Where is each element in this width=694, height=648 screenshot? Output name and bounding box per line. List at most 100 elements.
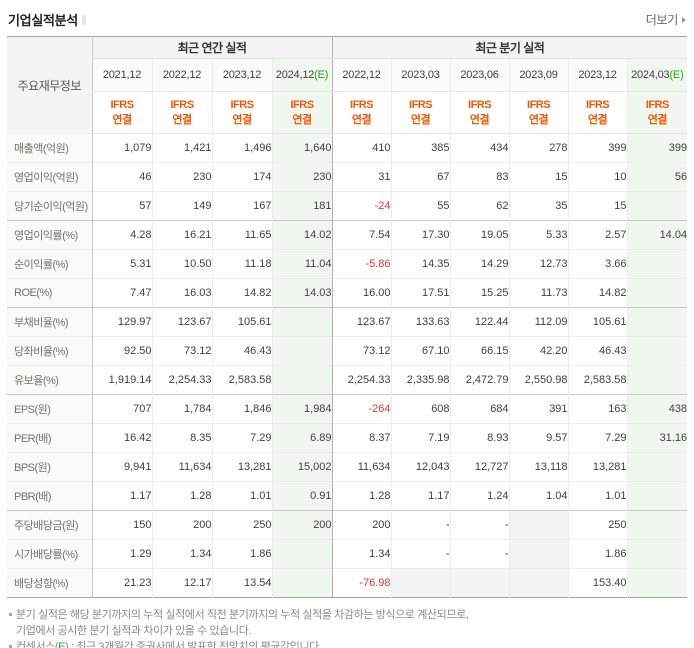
cell (271, 336, 333, 366)
cell: 16.42 (91, 423, 152, 453)
cell: 105.61 (211, 307, 272, 337)
chevron-right-icon (682, 16, 686, 23)
table-row: BPS(원) 9,941 11,634 13,281 15,002 11,634 12,04… (7, 452, 688, 482)
column-standard: IFRS 연결 (508, 91, 569, 134)
cell: 250 (567, 510, 628, 540)
column-standard: IFRS 연결 (91, 91, 152, 134)
cell: 10.50 (151, 249, 212, 279)
row-label: 매출액(억원) (7, 133, 92, 163)
column-period: 2023,12 (211, 58, 272, 92)
help-icon[interactable] (81, 14, 86, 25)
cell: 123.67 (331, 307, 392, 337)
cell: - (390, 539, 451, 569)
footnotes: 분기 실적은 해당 분기까지의 누적 실적에서 직전 분기까지의 누적 실적을 … (9, 607, 685, 648)
cell: 1.24 (449, 481, 510, 511)
table-row: PER(배) 16.42 8.35 7.29 6.89 8.37 7.19 8.93 9.57 7… (7, 423, 688, 453)
cell: 56 (626, 162, 688, 192)
column-period: 2021,12 (91, 58, 152, 92)
cell: 684 (449, 394, 510, 424)
cell: 1.17 (390, 481, 451, 511)
cell (626, 278, 688, 308)
cell: 11,634 (151, 452, 212, 482)
table-row: 영업이익(억원) 46 230 174 230 31 67 83 15 10 56 (7, 162, 688, 192)
column-period: 2023,09 (508, 58, 569, 92)
cell: 1.01 (567, 481, 628, 511)
cell: 13.54 (211, 568, 272, 598)
section-quarterly-header: 최근 분기 실적 (331, 36, 688, 59)
cell: 4.28 (91, 220, 152, 250)
row-label: PER(배) (7, 423, 92, 453)
cell: 1.86 (567, 539, 628, 569)
column-standard: IFRS 연결 (271, 91, 333, 134)
table-row: 당기순이익(억원) 57 149 167 181 -24 55 62 35 15 (7, 191, 688, 221)
cell: 16.00 (331, 278, 392, 308)
cell: 17.30 (390, 220, 451, 250)
cell: 7.29 (211, 423, 272, 453)
cell: 1.17 (91, 481, 152, 511)
column-standard: IFRS 연결 (449, 91, 510, 134)
cell: 11,634 (331, 452, 392, 482)
cell: 19.05 (449, 220, 510, 250)
row-label: 유보율(%) (7, 365, 92, 395)
cell: 391 (508, 394, 569, 424)
table-row: PBR(배) 1.17 1.28 1.01 0.91 1.28 1.17 1.24 1.04 1.… (7, 481, 688, 511)
period-header-row: 2021,12 2022,12 2023,12 2024,12(E) 2022,12 20… (7, 58, 688, 92)
cell: 133.63 (390, 307, 451, 337)
cell: 410 (331, 133, 392, 163)
cell: 7.29 (567, 423, 628, 453)
cell: 13,281 (211, 452, 272, 482)
cell: 21.23 (91, 568, 152, 598)
page-title: 기업실적분석 (8, 13, 78, 28)
cell: - (390, 510, 451, 540)
cell: 0.91 (271, 481, 333, 511)
cell: 8.93 (449, 423, 510, 453)
cell (626, 510, 688, 540)
footnote-line: 분기 실적은 해당 분기까지의 누적 실적에서 직전 분기까지의 누적 실적을 … (9, 607, 685, 623)
cell: 2,550.98 (508, 365, 569, 395)
column-period: 2023,03 (390, 58, 451, 92)
cell: 12.17 (151, 568, 212, 598)
cell: 14.35 (390, 249, 451, 279)
cell: 129.97 (91, 307, 152, 337)
cell: 5.31 (91, 249, 152, 279)
cell: 14.82 (211, 278, 272, 308)
cell: 12.73 (508, 249, 569, 279)
cell: 3.66 (567, 249, 628, 279)
cell: 438 (626, 394, 688, 424)
cell: 15 (508, 162, 569, 192)
cell: 105.61 (567, 307, 628, 337)
cell (626, 249, 688, 279)
cell (449, 568, 510, 598)
footnote-line: 컨센서스(E) : 최근 3개월간 증권사에서 발표한 전망치의 평균값입니다. (9, 639, 685, 648)
cell: 12,043 (390, 452, 451, 482)
cell: - (449, 539, 510, 569)
cell: 5.33 (508, 220, 569, 250)
estimate-mark: (E) (314, 69, 329, 81)
section-header-row: 주요재무정보 최근 연간 실적 최근 분기 실적 (7, 36, 688, 134)
row-label: 배당성향(%) (7, 568, 92, 598)
cell: -24 (331, 191, 392, 221)
cell: 67.10 (390, 336, 451, 366)
cell: 35 (508, 191, 569, 221)
table-row: 유보율(%) 1,919.14 2,254.33 2,583.58 2,254.33 2,… (7, 365, 688, 395)
cell: 1,496 (211, 133, 272, 163)
row-label: 순이익률(%) (7, 249, 92, 279)
cell: 434 (449, 133, 510, 163)
cell: 123.67 (151, 307, 212, 337)
cell: 200 (271, 510, 333, 540)
cell: 7.19 (390, 423, 451, 453)
cell: 67 (390, 162, 451, 192)
table-row: 영업이익률(%) 4.28 16.21 11.65 14.02 7.54 17.30 19.0… (7, 220, 688, 250)
cell (626, 336, 688, 366)
cell: 55 (390, 191, 451, 221)
cell: 14.29 (449, 249, 510, 279)
cell: 174 (211, 162, 272, 192)
cell: 2,583.58 (211, 365, 272, 395)
row-label: 주당배당금(원) (7, 510, 92, 540)
table-row: 순이익률(%) 5.31 10.50 11.18 11.04 -5.86 14.35 14.2… (7, 249, 688, 279)
more-link[interactable]: 더보기 (646, 11, 686, 28)
cell (508, 510, 569, 540)
cell: 46 (91, 162, 152, 192)
cell: 250 (211, 510, 272, 540)
cell: 1.34 (331, 539, 392, 569)
